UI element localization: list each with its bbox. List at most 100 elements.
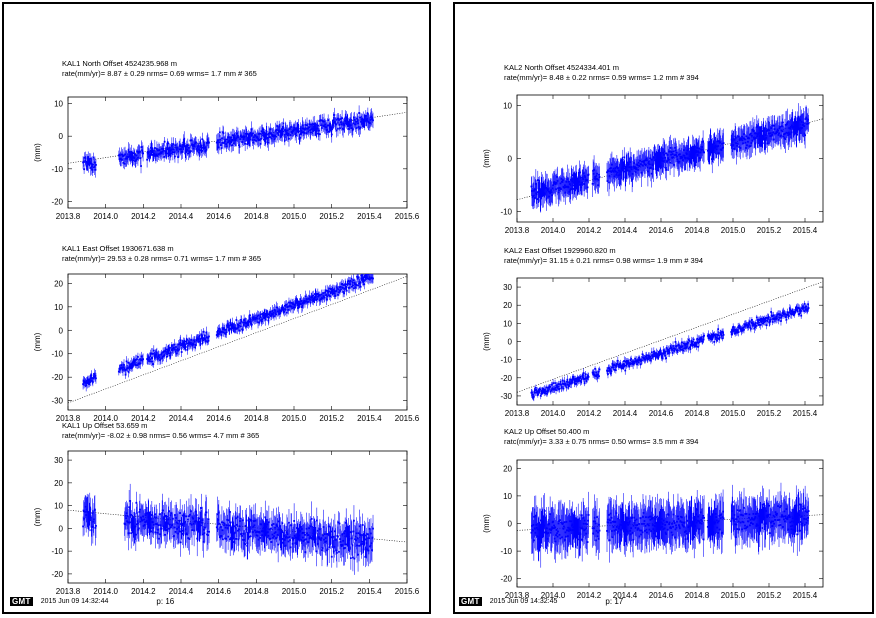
data-point bbox=[242, 321, 244, 324]
data-point bbox=[167, 518, 170, 521]
data-point bbox=[271, 312, 273, 315]
data-point bbox=[331, 124, 334, 126]
data-point bbox=[333, 530, 336, 533]
data-point bbox=[337, 293, 339, 296]
data-point bbox=[669, 161, 671, 164]
data-point bbox=[355, 127, 358, 129]
data-point bbox=[172, 143, 175, 145]
data-point bbox=[135, 154, 138, 157]
data-point bbox=[675, 151, 678, 154]
data-point bbox=[332, 119, 335, 122]
data-point bbox=[173, 148, 175, 151]
data-point bbox=[151, 360, 154, 363]
data-point bbox=[665, 357, 668, 360]
data-point bbox=[563, 383, 565, 385]
data-point bbox=[792, 128, 795, 131]
data-point bbox=[658, 159, 661, 162]
data-point bbox=[564, 186, 567, 188]
data-point bbox=[268, 528, 271, 531]
data-point bbox=[197, 517, 200, 520]
data-point bbox=[532, 395, 535, 398]
data-point bbox=[300, 129, 303, 132]
data-point bbox=[681, 345, 684, 348]
data-point bbox=[207, 336, 209, 339]
data-point bbox=[90, 374, 93, 377]
data-point bbox=[547, 386, 550, 389]
data-point bbox=[163, 156, 166, 158]
data-point bbox=[131, 363, 134, 365]
data-point bbox=[350, 127, 353, 130]
data-point bbox=[91, 380, 94, 383]
data-point bbox=[188, 341, 191, 344]
data-point bbox=[219, 330, 222, 333]
data-point bbox=[268, 312, 271, 314]
data-point bbox=[626, 362, 629, 365]
data-point bbox=[567, 180, 570, 183]
data-point bbox=[131, 365, 134, 368]
data-point bbox=[183, 521, 186, 524]
data-point bbox=[642, 160, 645, 163]
data-point bbox=[691, 341, 694, 343]
data-point bbox=[326, 295, 329, 298]
data-point bbox=[154, 513, 156, 516]
data-point bbox=[797, 115, 800, 118]
data-point bbox=[301, 124, 304, 127]
data-point bbox=[274, 526, 276, 529]
data-point bbox=[366, 548, 369, 551]
data-point bbox=[82, 161, 85, 163]
data-point bbox=[174, 514, 176, 516]
data-point bbox=[293, 304, 296, 307]
data-point bbox=[239, 325, 242, 328]
data-point bbox=[124, 373, 127, 376]
data-point bbox=[289, 539, 291, 542]
data-point bbox=[259, 537, 261, 539]
data-point bbox=[677, 161, 680, 164]
data-point bbox=[741, 135, 743, 138]
data-point bbox=[697, 150, 700, 153]
data-point bbox=[149, 352, 152, 355]
data-point bbox=[584, 178, 587, 181]
data-point bbox=[236, 135, 239, 138]
data-point bbox=[335, 289, 338, 292]
data-point bbox=[587, 173, 590, 176]
data-point bbox=[751, 139, 754, 142]
data-points bbox=[68, 483, 407, 575]
data-point bbox=[260, 523, 263, 526]
data-point bbox=[583, 382, 586, 385]
data-point bbox=[593, 169, 595, 171]
data-point bbox=[198, 525, 201, 528]
data-point bbox=[284, 308, 287, 311]
data-point bbox=[697, 345, 700, 348]
data-point bbox=[764, 134, 767, 137]
data-point bbox=[192, 147, 195, 150]
data-point bbox=[145, 520, 148, 522]
data-point bbox=[242, 538, 244, 541]
data-point bbox=[226, 138, 228, 141]
data-point bbox=[793, 125, 796, 128]
data-point bbox=[717, 152, 720, 155]
data-point bbox=[790, 124, 793, 127]
data-point bbox=[139, 520, 142, 523]
data-point bbox=[344, 530, 347, 532]
data-point bbox=[543, 188, 546, 190]
data-point bbox=[584, 176, 587, 179]
data-point bbox=[354, 286, 357, 289]
data-point bbox=[165, 515, 168, 518]
data-point bbox=[282, 130, 285, 133]
data-point bbox=[650, 357, 653, 360]
data-point bbox=[613, 175, 616, 178]
data-point bbox=[669, 345, 672, 348]
data-point bbox=[346, 119, 349, 122]
data-point bbox=[618, 364, 621, 367]
data-point bbox=[82, 379, 85, 382]
data-point bbox=[327, 290, 330, 293]
data-point bbox=[572, 376, 575, 379]
data-point bbox=[564, 384, 567, 387]
data-point bbox=[321, 119, 324, 122]
data-point bbox=[561, 386, 563, 388]
x-tick-label: 2015.4 bbox=[357, 587, 382, 596]
data-point bbox=[316, 292, 319, 295]
footer: GMT 2015 Jun 09 14:32:44 p: 16 bbox=[10, 597, 174, 606]
data-point bbox=[317, 536, 320, 539]
data-point bbox=[639, 363, 642, 366]
